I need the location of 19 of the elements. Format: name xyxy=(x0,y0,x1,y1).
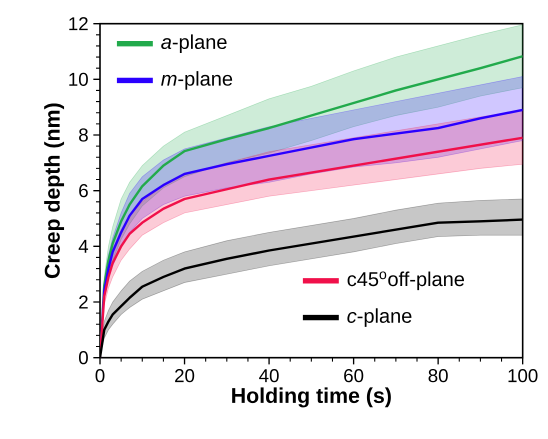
x-tick-label: 100 xyxy=(508,369,538,382)
x-tick-label: 60 xyxy=(344,369,364,382)
legend-label: c45$^{o}$off-plane xyxy=(348,272,464,290)
legend-label: c-plane xyxy=(347,308,412,328)
x-tick-label: 0 xyxy=(96,369,104,382)
y-tick-label: 10 xyxy=(69,72,88,86)
y-tick-label: 6 xyxy=(79,184,88,198)
y-tick-label: 8 xyxy=(79,128,88,142)
y-axis-title: Creep depth (nm) xyxy=(44,104,64,278)
x-tick-label: 20 xyxy=(175,369,194,382)
x-axis-title: Holding time (s) xyxy=(232,388,391,408)
x-tick-label: 80 xyxy=(428,369,448,382)
y-tick-label: 4 xyxy=(78,240,88,253)
y-tick-label: 2 xyxy=(79,296,88,309)
y-tick-label: 12 xyxy=(69,17,88,30)
y-tick-label: 0 xyxy=(78,351,88,364)
legend-label: a-plane xyxy=(161,34,227,54)
legend-label: m-plane xyxy=(161,71,232,90)
x-tick-label: 40 xyxy=(259,369,279,382)
